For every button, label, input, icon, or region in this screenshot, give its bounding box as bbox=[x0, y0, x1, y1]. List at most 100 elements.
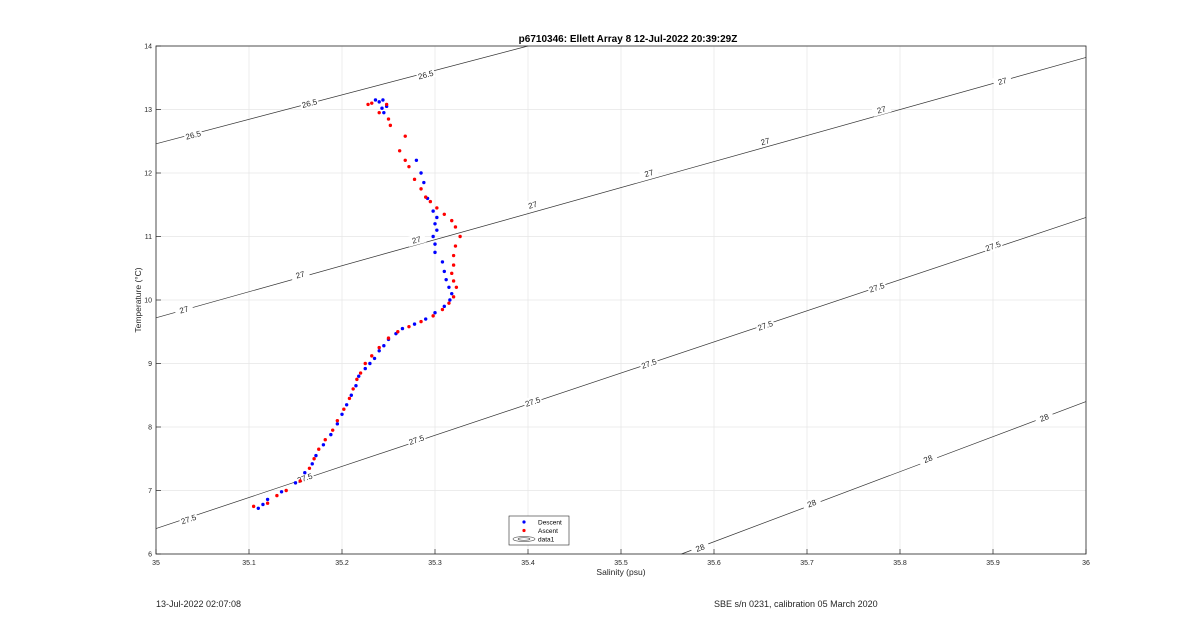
contour-label: 27 bbox=[997, 76, 1009, 87]
contour-label: 28 bbox=[1039, 412, 1051, 424]
data-point-descent bbox=[431, 234, 435, 239]
data-point-descent bbox=[447, 285, 451, 289]
y-tick-label: 11 bbox=[145, 234, 152, 241]
contour-label: 28 bbox=[806, 498, 818, 510]
data-point-descent bbox=[340, 412, 344, 416]
contour-label-bg bbox=[290, 267, 311, 282]
x-tick-label: 35.1 bbox=[242, 560, 256, 567]
y-tick-label: 14 bbox=[144, 44, 152, 51]
data-point-descent bbox=[400, 326, 405, 331]
x-tick-label: 35.3 bbox=[428, 560, 442, 567]
data-point-descent bbox=[442, 304, 446, 309]
y-axis-label: Temperature (°C) bbox=[133, 267, 143, 332]
legend-label-ascent: Ascent bbox=[538, 528, 558, 535]
x-tick-label: 35.8 bbox=[893, 560, 907, 567]
data-point-ascent bbox=[370, 101, 374, 105]
data-point-descent bbox=[349, 393, 353, 397]
y-axis-ticks: 6 7 8 9 10 11 12 13 14 bbox=[144, 44, 161, 559]
x-tick-label: 35.4 bbox=[521, 560, 535, 567]
data-point-ascent bbox=[451, 263, 456, 267]
data-point-descent bbox=[321, 443, 326, 447]
y-tick-label: 12 bbox=[144, 171, 152, 178]
contour-label-bg bbox=[871, 102, 892, 117]
density-contour-line bbox=[155, 57, 1087, 319]
data-point-descent bbox=[303, 471, 307, 475]
data-point-descent bbox=[265, 497, 270, 502]
contour-label-bg bbox=[992, 73, 1013, 89]
contour-label-bg bbox=[638, 355, 660, 372]
data-point-descent bbox=[450, 291, 454, 296]
data-point-descent bbox=[261, 502, 265, 507]
contour-label-bg bbox=[755, 134, 776, 149]
data-point-descent bbox=[382, 344, 386, 348]
contour-label: 26.5 bbox=[301, 97, 319, 110]
data-point-ascent bbox=[453, 244, 458, 248]
x-tick-label: 35 bbox=[152, 560, 160, 567]
data-point-ascent bbox=[424, 195, 428, 199]
legend: Descent Ascent data1 bbox=[508, 515, 570, 546]
data-point-ascent bbox=[351, 387, 355, 391]
data-point-descent bbox=[357, 374, 361, 378]
data-point-ascent bbox=[419, 319, 423, 324]
contour-label: 28 bbox=[694, 542, 706, 554]
contour-label-bg bbox=[299, 96, 320, 111]
contour-label: 28 bbox=[922, 453, 934, 465]
data-point-descent bbox=[424, 317, 428, 321]
data-point-ascent bbox=[358, 371, 363, 375]
footer-timestamp: 13-Jul-2022 02:07:08 bbox=[156, 599, 242, 609]
data-point-ascent bbox=[442, 212, 446, 216]
data-point-descent bbox=[435, 228, 439, 232]
data-point-ascent bbox=[428, 199, 433, 204]
data-point-descent bbox=[431, 209, 435, 213]
data-point-ascent bbox=[307, 466, 312, 470]
data-point-descent bbox=[380, 106, 384, 110]
x-axis-label: Salinity (psu) bbox=[596, 567, 645, 577]
contour-label: 27 bbox=[179, 304, 191, 315]
contour-label-bg bbox=[982, 238, 1004, 254]
data-point-descent bbox=[310, 462, 314, 466]
data-point-descent bbox=[377, 349, 381, 353]
data-point-ascent bbox=[388, 123, 393, 128]
data-point-ascent bbox=[312, 457, 316, 461]
data-point-descent bbox=[373, 98, 378, 102]
contour-label-bg bbox=[522, 394, 543, 410]
data-point-ascent bbox=[450, 271, 454, 276]
data-point-ascent bbox=[419, 187, 423, 191]
data-point-ascent bbox=[386, 117, 391, 121]
data-point-descent bbox=[381, 98, 385, 102]
data-point-ascent bbox=[407, 164, 411, 169]
data-point-ascent bbox=[386, 336, 391, 340]
data-point-ascent bbox=[458, 234, 462, 239]
density-contour-labels: 26.526.526.5272727272727272727.527.527.5… bbox=[173, 67, 1055, 556]
y-tick-label: 7 bbox=[148, 488, 152, 495]
legend-box bbox=[508, 515, 570, 546]
data-point-descent bbox=[344, 403, 349, 407]
data-point-ascent bbox=[377, 110, 381, 115]
data-point-descent bbox=[419, 171, 423, 175]
data-point-ascent bbox=[431, 314, 435, 318]
data-point-ascent bbox=[366, 102, 370, 107]
data-point-descent bbox=[293, 481, 298, 485]
legend-marker-ascent bbox=[522, 528, 526, 533]
y-tick-label: 13 bbox=[144, 107, 152, 114]
data-point-ascent bbox=[370, 354, 374, 358]
data-point-ascent bbox=[347, 396, 352, 401]
chart-title: p6710346: Ellett Array 8 12-Jul-2022 20:… bbox=[519, 34, 738, 45]
x-tick-label: 35.6 bbox=[707, 560, 721, 567]
data-point-descent bbox=[435, 215, 439, 220]
density-contour-line bbox=[681, 401, 1087, 555]
data-point-descent bbox=[448, 298, 452, 302]
data-point-ascent bbox=[453, 225, 458, 229]
data-point-descent bbox=[382, 110, 386, 115]
y-tick-label: 10 bbox=[144, 298, 152, 305]
data-point-ascent bbox=[331, 428, 335, 432]
contour-label: 26.5 bbox=[185, 129, 203, 142]
contour-label-bg bbox=[522, 197, 543, 212]
data-point-descent bbox=[440, 260, 445, 264]
data-point-ascent bbox=[251, 504, 256, 509]
data-point-ascent bbox=[323, 438, 327, 442]
data-point-descent bbox=[314, 453, 318, 458]
data-point-ascent bbox=[384, 102, 389, 107]
data-point-descent bbox=[433, 250, 437, 255]
data-point-ascent bbox=[403, 158, 407, 162]
